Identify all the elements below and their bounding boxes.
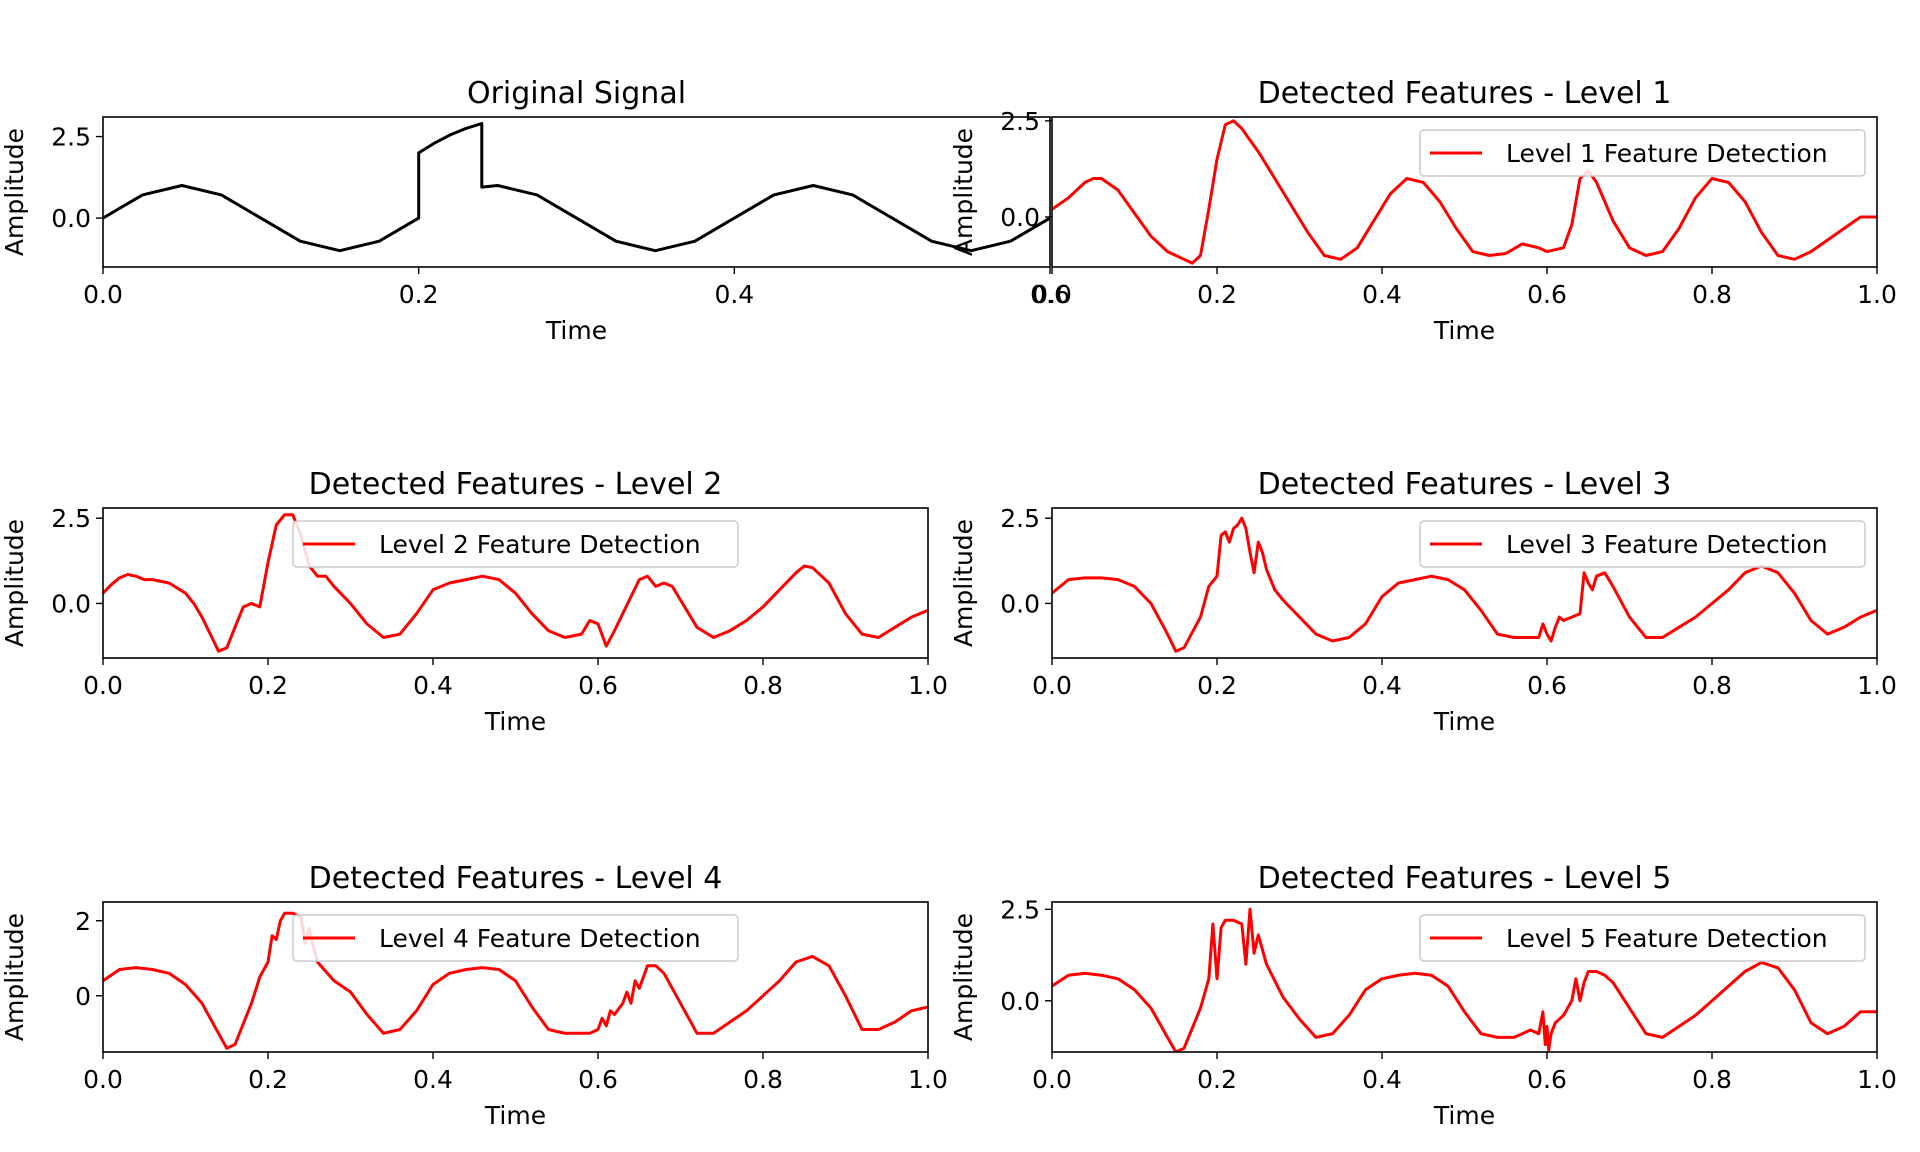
- x-tick-label: 0.2: [1197, 1065, 1237, 1094]
- legend-box: [292, 914, 739, 962]
- x-tick-label: 0.8: [743, 1065, 783, 1094]
- x-tick-label: 0.2: [1197, 671, 1237, 700]
- x-axis-label: Time: [1433, 707, 1495, 736]
- x-tick-label: 0.4: [714, 280, 754, 309]
- x-tick-label: 0.6: [1030, 280, 1070, 309]
- series-line-1: [103, 122, 1050, 253]
- legend-box: [1419, 129, 1866, 177]
- axes-frame: [1051, 901, 1878, 1053]
- subplot-4: 0.0 0.2 0.4 0.6 0.8 1.0 0.0 2.5 Detected Feature…: [949, 467, 1897, 736]
- y-tick-label: 2.5: [51, 504, 91, 533]
- x-tick-label: 0.2: [248, 671, 288, 700]
- axes-frame: [102, 116, 1051, 268]
- legend-box: [292, 520, 739, 568]
- x-tick-label: 1.0: [908, 671, 948, 700]
- x-tick-label: 0.6: [1527, 280, 1567, 309]
- y-tick-label: 2: [75, 907, 91, 936]
- subplot-5: 0.0 0.2 0.4 0.6 0.8 1.0 0 2 Detected Features - …: [0, 861, 948, 1130]
- x-tick-label: 0.4: [1362, 671, 1402, 700]
- x-tick-label: 0.6: [1527, 1065, 1567, 1094]
- series-line-1: [1052, 907, 1877, 1052]
- x-tick-label: 0.0: [83, 280, 123, 309]
- y-tick-label: 2.5: [1000, 504, 1040, 533]
- subplot-title: Detected Features - Level 2: [309, 467, 723, 502]
- subplot-3: 0.0 0.2 0.4 0.6 0.8 1.0 0.0 2.5 Detected Feature…: [0, 467, 948, 736]
- x-tick-label: 0.0: [1032, 671, 1072, 700]
- series-line-1: [103, 513, 928, 653]
- x-tick-label: 1.0: [1857, 671, 1897, 700]
- x-axis-label: Time: [484, 707, 546, 736]
- legend: Level 5 Feature Detection: [1419, 914, 1866, 962]
- x-axis-label: Time: [545, 316, 607, 345]
- legend: Level 3 Feature Detection: [1419, 520, 1866, 568]
- x-tick-label: 0.8: [1692, 1065, 1732, 1094]
- series-line-1: [103, 911, 928, 1050]
- legend-label: Level 1 Feature Detection: [1506, 139, 1828, 168]
- x-tick-label: 0.0: [83, 1065, 123, 1094]
- x-tick-label: 0.8: [743, 671, 783, 700]
- x-tick-label: 0.8: [1692, 671, 1732, 700]
- legend-box: [1419, 520, 1866, 568]
- subplot-title: Detected Features - Level 4: [309, 861, 723, 896]
- legend: Level 2 Feature Detection: [292, 520, 739, 568]
- x-tick-label: 0.4: [413, 1065, 453, 1094]
- x-tick-label: 1.0: [908, 1065, 948, 1094]
- series-line-1: [1052, 119, 1877, 265]
- y-tick-label: 2.5: [1000, 895, 1040, 924]
- x-tick-label: 0.4: [1362, 1065, 1402, 1094]
- x-axis-label: Time: [1433, 1101, 1495, 1130]
- axes-frame: [102, 507, 929, 659]
- subplot-title: Original Signal: [467, 76, 686, 111]
- y-tick-label: 2.5: [51, 123, 91, 152]
- x-tick-label: 0.0: [1032, 280, 1072, 309]
- x-tick-label: 0.4: [413, 671, 453, 700]
- legend: Level 1 Feature Detection: [1419, 129, 1866, 177]
- legend-label: Level 2 Feature Detection: [379, 530, 701, 559]
- x-tick-label: 1.0: [1857, 1065, 1897, 1094]
- axes-frame: [102, 901, 929, 1053]
- x-axis-label: Time: [1433, 316, 1495, 345]
- x-tick-label: 1.0: [1857, 280, 1897, 309]
- legend-label: Level 4 Feature Detection: [379, 924, 701, 953]
- x-tick-label: 0.0: [1032, 1065, 1072, 1094]
- x-tick-label: 0.2: [399, 280, 439, 309]
- x-tick-label: 0.6: [578, 671, 618, 700]
- x-tick-label: 0.6: [578, 1065, 618, 1094]
- y-axis-label: Amplitude: [949, 128, 978, 256]
- y-axis-label: Amplitude: [0, 913, 29, 1041]
- y-axis-label: Amplitude: [0, 128, 29, 256]
- y-tick-label: 0: [75, 982, 91, 1011]
- x-tick-label: 0.8: [1692, 280, 1732, 309]
- subplot-2: 0.0 0.2 0.4 0.6 0.8 1.0 0.0 2.5 Detected Feature…: [949, 76, 1897, 345]
- x-tick-label: 0.2: [248, 1065, 288, 1094]
- axes-frame: [1051, 507, 1878, 659]
- x-tick-label: 0.2: [1197, 280, 1237, 309]
- y-axis-label: Amplitude: [949, 913, 978, 1041]
- subplot-title: Detected Features - Level 5: [1258, 861, 1672, 896]
- subplot-title: Detected Features - Level 1: [1258, 76, 1672, 111]
- axes-frame: [1051, 116, 1878, 268]
- subplot-title: Detected Features - Level 3: [1258, 467, 1672, 502]
- x-tick-label: 0.0: [83, 671, 123, 700]
- subplot-6: 0.0 0.2 0.4 0.6 0.8 1.0 0.0 2.5 Detected Feature…: [949, 861, 1897, 1130]
- series-line-1: [1052, 516, 1877, 653]
- y-tick-label: 0.0: [1000, 589, 1040, 618]
- x-tick-label: 0.4: [1362, 280, 1402, 309]
- legend-box: [1419, 914, 1866, 962]
- x-tick-label: 0.6: [1527, 671, 1567, 700]
- legend-label: Level 3 Feature Detection: [1506, 530, 1828, 559]
- y-axis-label: Amplitude: [0, 519, 29, 647]
- y-axis-label: Amplitude: [949, 519, 978, 647]
- y-tick-label: 0.0: [51, 204, 91, 233]
- y-tick-label: 0.0: [1000, 987, 1040, 1016]
- legend-label: Level 5 Feature Detection: [1506, 924, 1828, 953]
- y-tick-label: 0.0: [51, 589, 91, 618]
- y-tick-label: 2.5: [1000, 107, 1040, 136]
- y-tick-label: 0.0: [1000, 203, 1040, 232]
- legend: Level 4 Feature Detection: [292, 914, 739, 962]
- x-axis-label: Time: [484, 1101, 546, 1130]
